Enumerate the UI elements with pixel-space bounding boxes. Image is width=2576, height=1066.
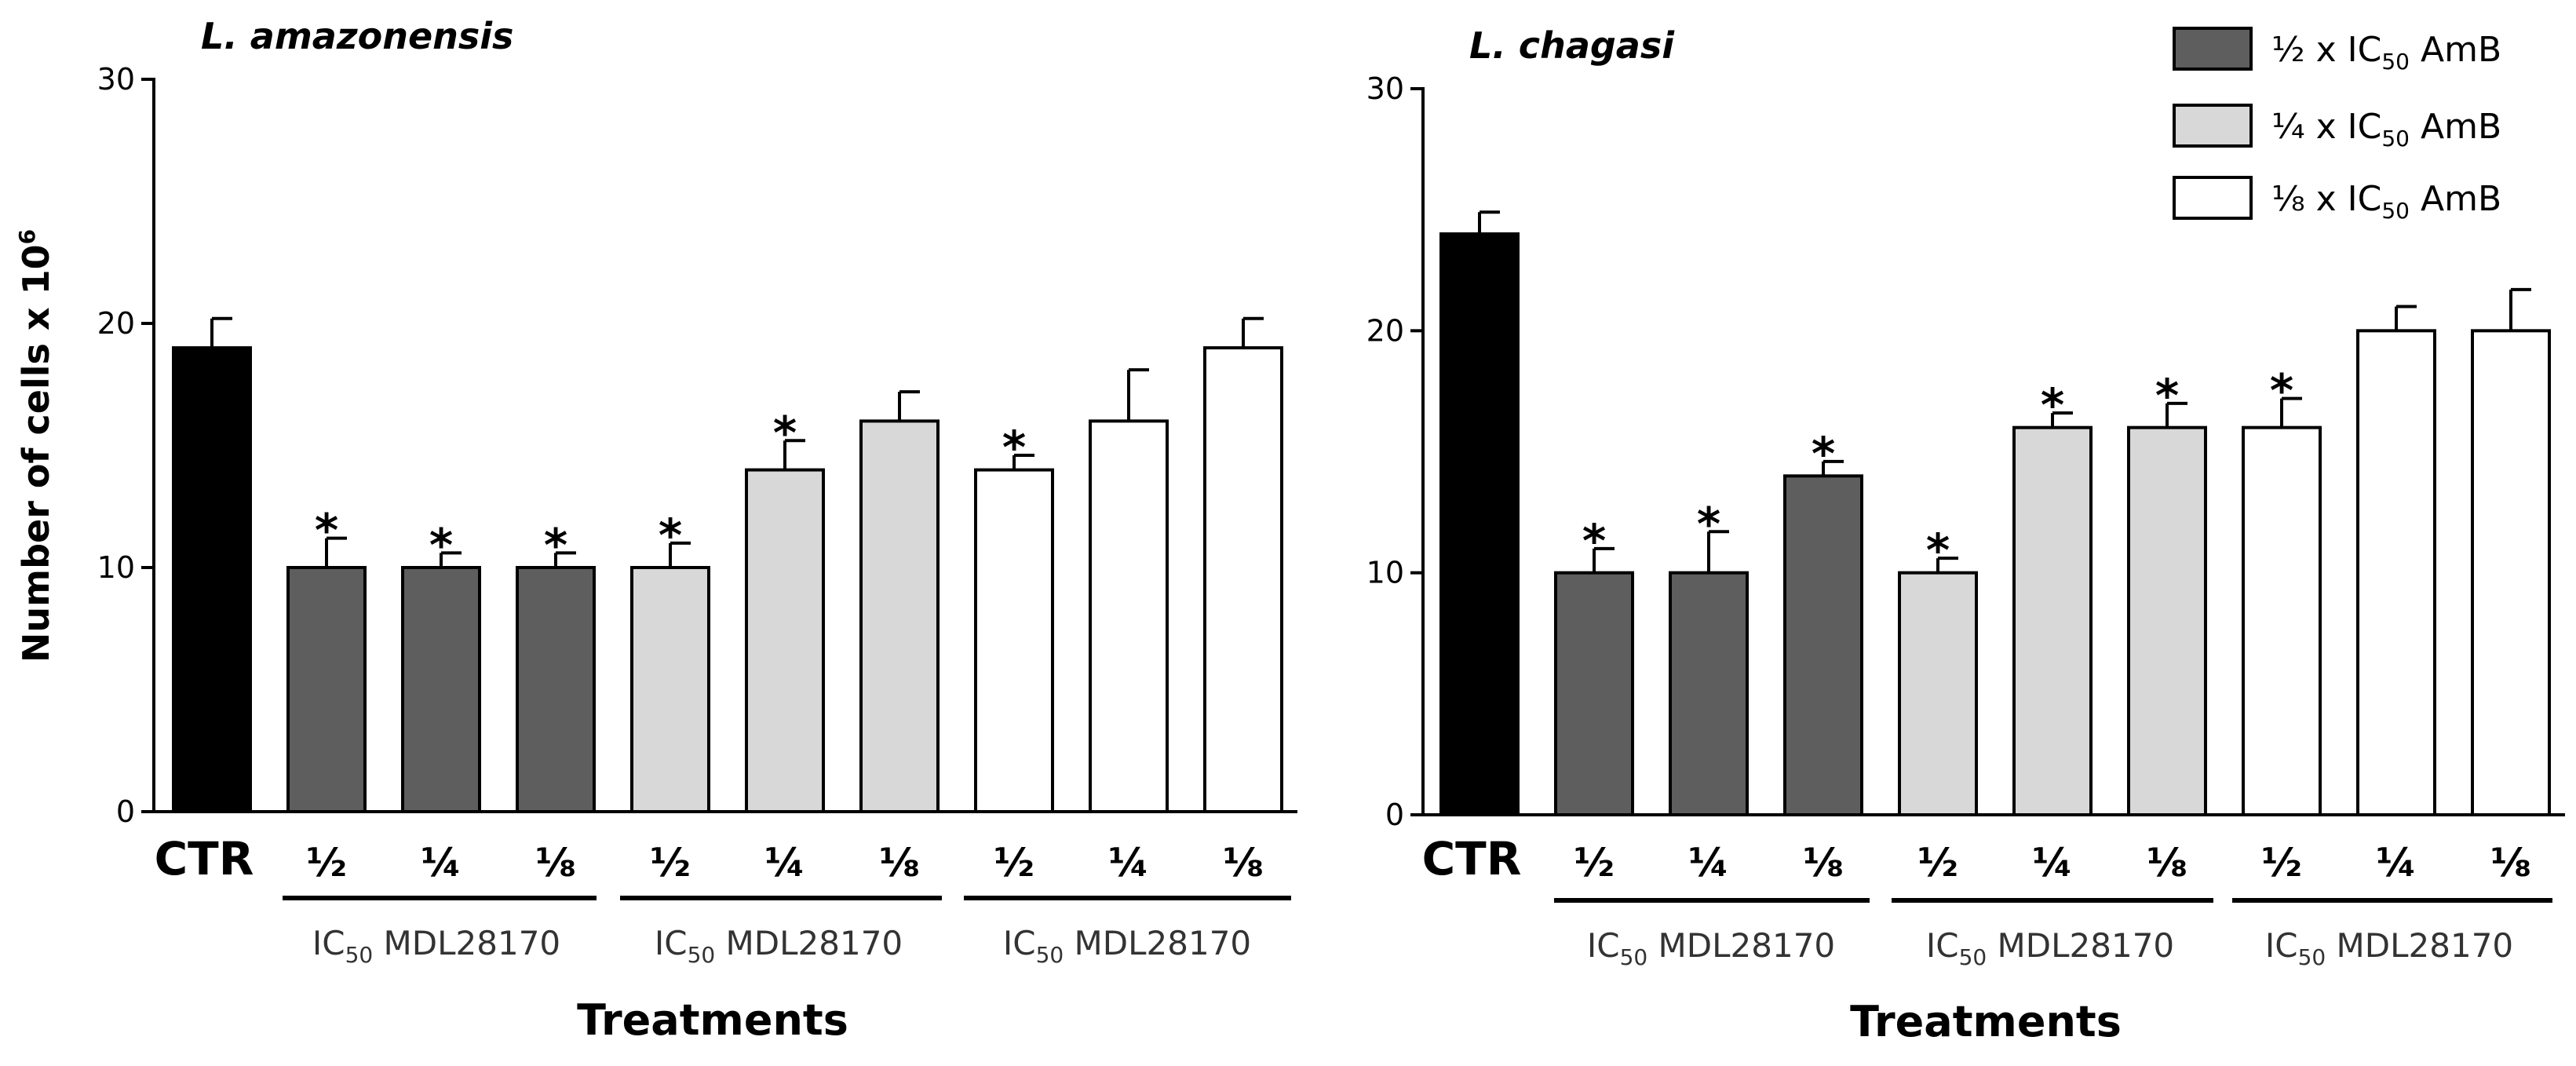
x-category-label: ½ [1574,840,1615,885]
bar [286,566,367,813]
bar [1203,346,1283,814]
x-category-label: ½ [2261,840,2302,885]
bar [1089,419,1169,814]
x-category-label: ⅛ [535,840,576,885]
bar [2127,425,2207,817]
bar [630,566,710,813]
y-tick-label: 30 [97,62,135,97]
y-axis-label: Number of cells x 106 [14,229,57,663]
x-category-label: ¼ [764,840,805,885]
significance-marker: * [2155,369,2179,422]
significance-marker: * [429,518,453,571]
group-label: IC50 MDL28170 [1587,926,1835,970]
group-label: IC50 MDL28170 [312,924,560,968]
legend: ½ x IC50 AmB ¼ x IC50 AmB ⅛ x IC50 AmB [2173,27,2501,224]
panel-l-chagasi: L. chagasi 0 10 20 30 CTR * ½ * ¼ * ⅛ * ½ * ¼ * ⅛ * ½ ¼ ⅛ IC50… [1366,24,2565,1046]
bar [401,566,481,813]
x-category-label: ¼ [421,840,462,885]
bar [745,468,825,813]
bar [1554,571,1634,817]
legend-swatch [2173,104,2253,148]
significance-marker: * [315,504,338,557]
legend-label: ½ x IC50 AmB [2271,30,2501,75]
x-category-label: CTR [1422,832,1522,885]
significance-marker: * [1002,421,1026,474]
x-category-label: ¼ [1108,840,1149,885]
legend-label: ¼ x IC50 AmB [2271,107,2501,152]
significance-marker: * [1582,514,1606,568]
significance-marker: * [1812,427,1835,480]
bar [2242,425,2322,817]
x-category-label: ⅛ [2490,840,2531,885]
x-category-label: ⅛ [1803,840,1844,885]
x-axis-label: Treatments [577,995,848,1045]
chart-title: L. amazonensis [201,15,513,57]
bar [1898,571,1978,817]
x-category-label: ½ [650,840,691,885]
group-label: IC50 MDL28170 [2265,926,2513,970]
y-tick-label: 20 [1366,313,1404,348]
significance-marker: * [773,406,797,459]
bar [1783,474,1863,816]
x-category-label: ½ [994,840,1034,885]
group-label: IC50 MDL28170 [1926,926,2174,970]
chart-title: L. chagasi [1469,24,1675,67]
panel-l-amazonensis: L. amazonensis 0 10 20 30 Number of cells x 1… [14,15,1297,1045]
bar [2356,329,2436,817]
bar [859,419,940,814]
x-category-label: ¼ [1688,840,1729,885]
x-category-label: ⅛ [2147,840,2187,885]
bar [974,468,1054,813]
significance-marker: * [2041,378,2064,432]
legend-swatch [2173,176,2253,220]
x-category-label: ½ [306,840,347,885]
y-tick-label: 30 [1366,71,1404,106]
group-label: IC50 MDL28170 [655,924,903,968]
x-category-label: CTR [155,832,254,885]
legend-swatch [2173,27,2253,71]
y-tick-label: 0 [116,794,135,829]
legend-label: ⅛ x IC50 AmB [2271,179,2501,224]
significance-marker: * [659,509,682,562]
y-tick-label: 10 [1366,556,1404,590]
significance-marker: * [2270,364,2293,418]
bar [2471,329,2551,817]
y-tick-label: 0 [1385,798,1404,832]
group-label: IC50 MDL28170 [1003,924,1251,968]
significance-marker: * [1926,524,1950,577]
x-category-label: ⅛ [1223,840,1264,885]
x-category-label: ½ [1917,840,1958,885]
y-tick-label: 10 [97,550,135,585]
significance-marker: * [544,518,567,571]
bar [2012,425,2093,817]
bar [1669,571,1749,817]
x-category-label: ¼ [2376,840,2417,885]
significance-marker: * [1697,497,1720,550]
y-tick-label: 20 [97,306,135,341]
bar [1439,232,1520,816]
x-category-label: ⅛ [879,840,920,885]
bar [516,566,596,813]
bar [172,346,252,814]
x-axis-label: Treatments [1850,997,2122,1046]
x-category-label: ¼ [2032,840,2073,885]
